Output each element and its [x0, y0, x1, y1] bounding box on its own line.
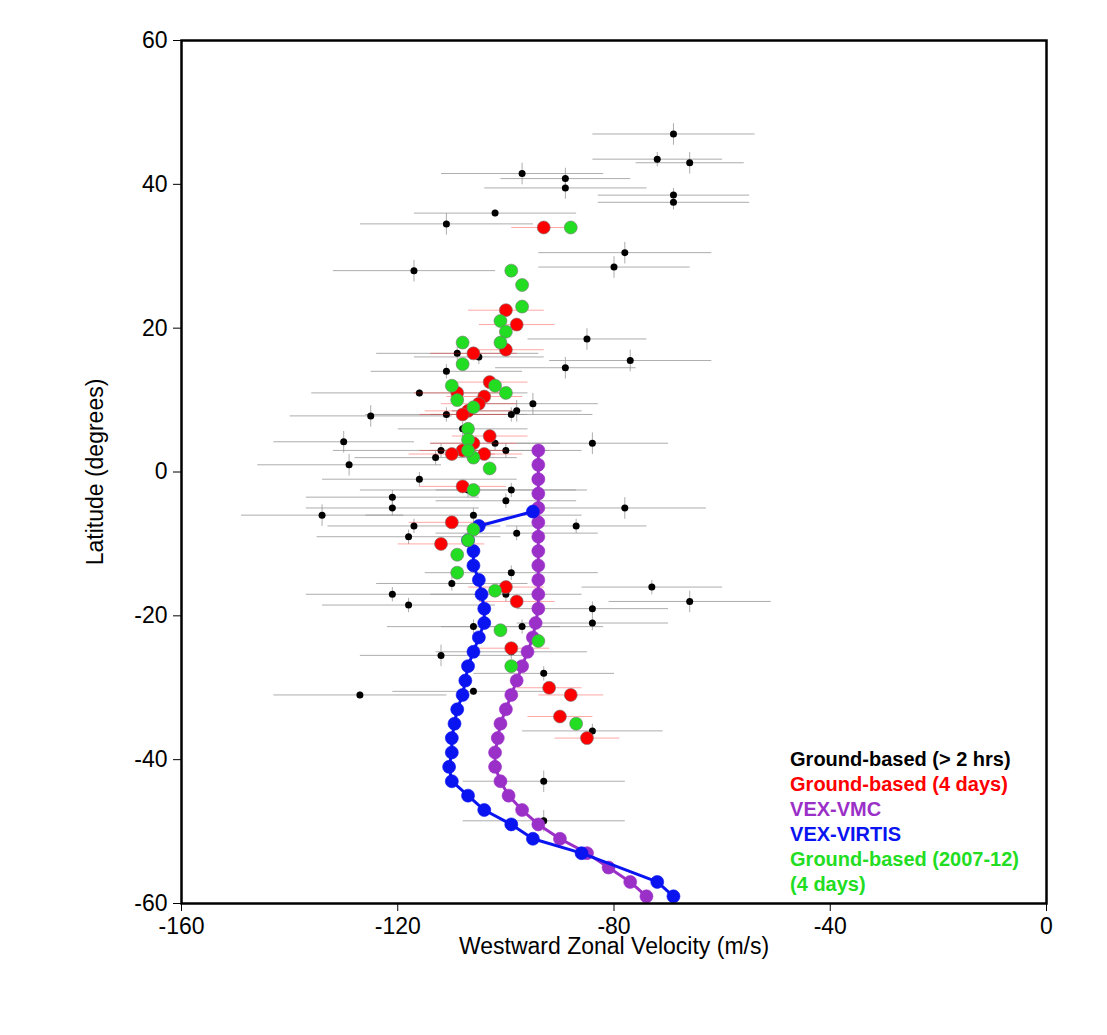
svg-text:-40: -40 — [814, 913, 847, 939]
svg-text:Latitude (degrees): Latitude (degrees) — [82, 379, 108, 566]
svg-text:-60: -60 — [134, 890, 167, 916]
html-text:VEX-VMC: VEX-VMC — [790, 798, 882, 820]
html-text:Ground-based (4 days): Ground-based (4 days) — [790, 773, 1008, 795]
svg-text:0: 0 — [1040, 913, 1053, 939]
svg-text:0: 0 — [155, 458, 168, 484]
html-text:Ground-based (> 2 hrs): Ground-based (> 2 hrs) — [790, 748, 1011, 770]
svg-text:-20: -20 — [134, 602, 167, 628]
svg-text:-160: -160 — [158, 913, 204, 939]
html-text:Ground-based (2007-12): Ground-based (2007-12) — [790, 848, 1019, 870]
svg-text:60: 60 — [142, 27, 168, 53]
html-text:VEX-VIRTIS: VEX-VIRTIS — [790, 823, 902, 845]
svg-text:20: 20 — [142, 315, 168, 341]
svg-text:-40: -40 — [134, 746, 167, 772]
svg-text:-80: -80 — [597, 912, 631, 939]
svg-text:Westward Zonal Velocity (m/s): Westward Zonal Velocity (m/s) — [459, 933, 769, 959]
html-text:(4 days): (4 days) — [790, 873, 866, 895]
svg-text:-120: -120 — [375, 913, 421, 939]
svg-text:40: 40 — [142, 171, 168, 197]
